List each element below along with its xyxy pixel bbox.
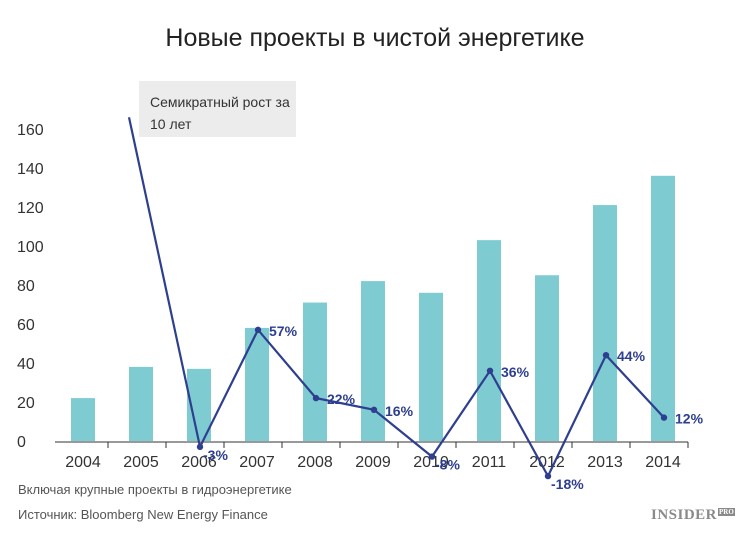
brand-name: INSIDER — [651, 507, 718, 523]
growth-point — [428, 453, 436, 460]
bar — [593, 205, 617, 441]
y-tick-label: 80 — [17, 278, 35, 295]
growth-point — [196, 443, 204, 451]
bar — [129, 366, 153, 441]
bar — [419, 292, 443, 441]
growth-point — [254, 326, 262, 334]
y-tick-label: 60 — [17, 317, 35, 334]
growth-data-label: -3% — [203, 447, 228, 463]
bar — [71, 398, 95, 441]
growth-point — [312, 394, 320, 402]
bar — [477, 240, 501, 441]
x-tick-label: 2010 — [413, 454, 449, 471]
source-note: Источник: Bloomberg New Energy Finance — [18, 507, 268, 522]
brand-suffix: PRO — [718, 508, 735, 516]
y-tick-label: 100 — [17, 239, 44, 256]
growth-line — [127, 117, 665, 479]
chart-title: Новые проекты в чистой энергетике — [165, 24, 585, 52]
y-tick-label: 20 — [17, 395, 35, 412]
x-tick-label: 2014 — [645, 454, 681, 471]
annotation-box: Семикратный рост за 10 лет — [139, 81, 296, 137]
x-tick-label: 2012 — [529, 454, 565, 471]
growth-data-label: 57% — [269, 323, 298, 339]
x-tick-label: 2006 — [181, 454, 217, 471]
growth-point — [602, 352, 610, 359]
growth-point — [660, 414, 668, 421]
y-tick-label: 120 — [17, 200, 44, 217]
x-tick-label: 2008 — [297, 454, 333, 471]
growth-data-label: 22% — [327, 391, 356, 407]
x-tick-label: 2009 — [355, 454, 391, 471]
x-tick-label: 2007 — [239, 454, 275, 471]
footnote: Включая крупные проекты в гидроэнергетик… — [18, 482, 292, 497]
y-tick-label: 0 — [17, 434, 26, 451]
annotation-text: Семикратный рост за 10 лет — [150, 94, 290, 132]
growth-data-label: 36% — [501, 364, 530, 380]
x-tick-label: 2011 — [472, 454, 507, 471]
bar — [535, 275, 559, 441]
growth-data-label: 44% — [617, 348, 646, 364]
growth-point — [370, 406, 378, 413]
x-tick-label: 2004 — [65, 454, 101, 471]
bar — [303, 302, 327, 441]
x-tick-label: 2005 — [123, 454, 159, 471]
growth-point — [544, 472, 552, 480]
growth-data-label: 16% — [385, 403, 414, 419]
growth-data-label: -8% — [435, 457, 460, 473]
bar — [245, 327, 269, 441]
y-tick-label: 140 — [17, 161, 44, 178]
y-tick-label: 40 — [17, 356, 35, 373]
growth-point — [486, 367, 494, 374]
x-tick-label: 2013 — [587, 454, 623, 471]
growth-data-label: 12% — [675, 411, 704, 427]
brand-logo: INSIDER PRO — [651, 507, 735, 524]
growth-data-label: -18% — [551, 476, 584, 492]
y-tick-label: 160 — [17, 122, 44, 139]
bar — [651, 175, 675, 442]
